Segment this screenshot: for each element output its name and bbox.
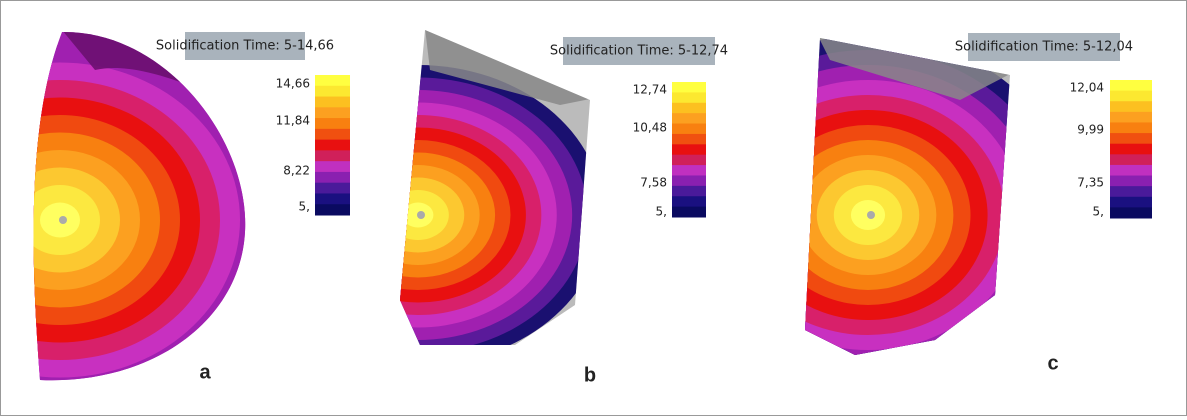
colorbar-band — [1110, 111, 1152, 123]
center-spot — [867, 211, 875, 219]
top-cap — [818, 38, 1010, 100]
colorbar-band — [315, 139, 350, 151]
colorbar-band — [672, 185, 706, 197]
colorbar-band — [672, 196, 706, 208]
legend-label: 5, — [656, 205, 667, 219]
colorbar-band — [1110, 143, 1152, 155]
colorbar-band — [315, 171, 350, 184]
colorbar-band — [672, 133, 706, 145]
legend-label: 7,35 — [1077, 176, 1104, 190]
panel-letter: b — [584, 364, 596, 386]
title: Solidification Time: 5-14,66 — [156, 39, 334, 54]
title-box — [563, 37, 715, 65]
colorbar — [1110, 80, 1152, 219]
colorbar-band — [1110, 186, 1152, 198]
title: Solidification Time: 5-12,74 — [550, 44, 728, 59]
colorbar-band — [315, 107, 350, 119]
colorbar-band — [1110, 101, 1152, 113]
center-spot — [417, 211, 425, 219]
colorbar-band — [1110, 133, 1152, 145]
colorbar-band — [315, 150, 350, 162]
legend-label: 12,04 — [1070, 81, 1104, 95]
panel-letter: c — [1047, 352, 1058, 374]
colorbar-band — [672, 154, 706, 166]
legend-label: 9,99 — [1077, 123, 1104, 137]
simulation-c — [805, 38, 1010, 355]
colorbar-band — [315, 204, 350, 216]
colorbar-band — [1110, 154, 1152, 166]
title-box — [968, 33, 1120, 61]
colorbar — [315, 75, 350, 216]
colorbar-band — [672, 102, 706, 114]
colorbar-band — [672, 82, 706, 93]
colorbar-band — [1110, 164, 1152, 177]
colorbar-band — [672, 144, 706, 156]
simulation-a — [33, 31, 246, 381]
colorbar-band — [672, 175, 706, 187]
colorbar-band — [1110, 196, 1152, 208]
colorbar — [672, 82, 706, 218]
colorbar-band — [1110, 175, 1152, 187]
title-box — [185, 32, 305, 60]
legend-label: 14,66 — [276, 77, 310, 91]
colorbar-band — [672, 92, 706, 104]
colorbar-band — [315, 85, 350, 98]
colorbar-band — [315, 96, 350, 108]
colorbar-band — [1110, 80, 1152, 92]
legend-label: 12,74 — [633, 83, 667, 97]
colorbar-band — [672, 165, 706, 176]
legend-label: 7,58 — [640, 176, 667, 190]
colorbar-band — [315, 118, 350, 130]
colorbar-band — [1110, 122, 1152, 134]
colorbar-band — [672, 123, 706, 135]
colorbar-band — [315, 128, 350, 141]
legend-label: 8,22 — [283, 164, 310, 178]
legend-label: 5, — [299, 200, 310, 214]
legend-label: 10,48 — [633, 121, 667, 135]
legend-label: 5, — [1093, 205, 1104, 219]
center-spot — [59, 216, 67, 224]
colorbar-band — [1110, 207, 1152, 219]
colorbar-band — [315, 182, 350, 194]
colorbar-band — [315, 193, 350, 205]
colorbar-band — [1110, 90, 1152, 102]
simulation-b — [400, 30, 590, 345]
colorbar-band — [315, 75, 350, 87]
colorbar-band — [315, 161, 350, 173]
panel-letter: a — [199, 361, 211, 383]
colorbar-band — [672, 113, 706, 125]
title: Solidification Time: 5-12,04 — [955, 40, 1133, 55]
legend-label: 11,84 — [276, 114, 310, 128]
colorbar-band — [672, 206, 706, 218]
